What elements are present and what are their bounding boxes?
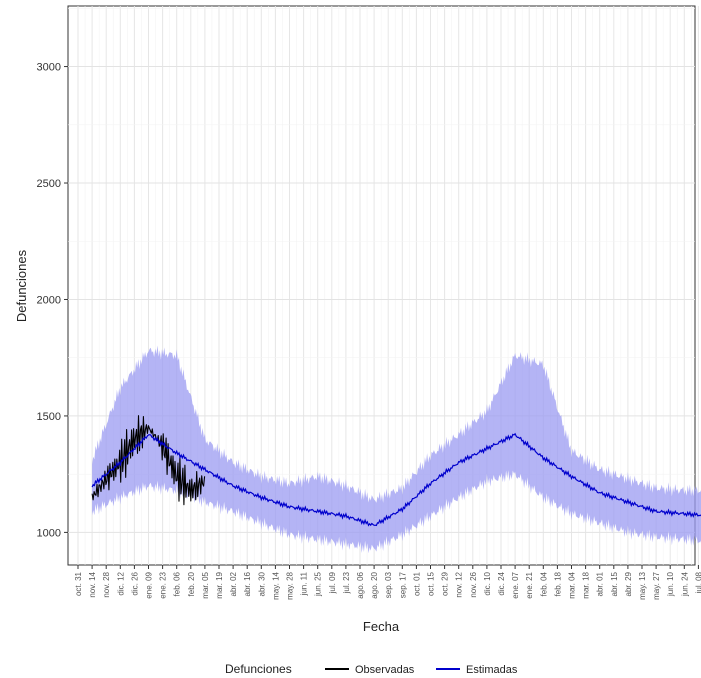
x-tick-label: ene. 07 xyxy=(511,571,520,598)
x-tick-label: mar. 05 xyxy=(201,571,210,598)
x-tick-label: mar. 19 xyxy=(215,571,224,598)
observadas-series xyxy=(91,415,206,506)
y-tick-label: 1000 xyxy=(37,527,61,539)
x-tick-label: abr. 15 xyxy=(610,571,619,596)
x-tick-label: feb. 18 xyxy=(553,571,562,596)
x-tick-label: abr. 01 xyxy=(596,571,605,596)
legend-label-estimadas: Estimadas xyxy=(466,664,518,676)
x-tick-label: may. 14 xyxy=(271,571,280,599)
x-tick-label: oct. 29 xyxy=(441,571,450,596)
x-tick-label: abr. 02 xyxy=(229,571,238,596)
x-tick-label: jun. 10 xyxy=(666,571,675,597)
x-axis-ticks: oct. 31 nov. 14 nov. 28 dic. 12 dic. 26 ene. … xyxy=(74,565,701,600)
x-tick-label: ago. 06 xyxy=(356,571,365,598)
x-tick-label: nov. 14 xyxy=(88,571,97,597)
x-tick-label: abr. 16 xyxy=(243,571,252,596)
x-tick-label: abr. 30 xyxy=(257,571,266,596)
x-tick-label: dic. 24 xyxy=(497,571,506,595)
x-tick-label: may. 27 xyxy=(652,571,661,599)
x-tick-label: jul. 09 xyxy=(328,571,337,594)
x-tick-label: may. 28 xyxy=(286,571,295,599)
x-tick-label: jun. 25 xyxy=(314,571,323,597)
observadas-line xyxy=(91,415,206,506)
legend-title: Defunciones xyxy=(225,662,292,676)
x-tick-label: ene. 23 xyxy=(159,571,168,598)
x-tick-label: mar. 18 xyxy=(582,571,591,598)
estimadas-series xyxy=(91,432,701,527)
x-tick-label: dic. 26 xyxy=(130,571,139,595)
legend-label-observadas: Observadas xyxy=(355,664,415,676)
x-tick-label: sep. 03 xyxy=(384,571,393,598)
estimadas-line xyxy=(91,432,701,527)
estimadas-band xyxy=(92,345,701,554)
x-tick-label: dic. 12 xyxy=(116,571,125,595)
x-tick-label: feb. 06 xyxy=(173,571,182,596)
x-tick-label: ene. 21 xyxy=(525,571,534,598)
y-tick-label: 3000 xyxy=(37,62,61,74)
x-tick-label: ene. 09 xyxy=(145,571,154,598)
y-axis-ticks: 1000 1500 2000 2500 3000 xyxy=(37,62,68,539)
x-tick-label: may. 13 xyxy=(638,571,647,599)
x-tick-label: sep. 17 xyxy=(398,571,407,598)
x-tick-label: dic. 10 xyxy=(483,571,492,595)
x-tick-label: oct. 31 xyxy=(74,571,83,596)
x-tick-label: oct. 01 xyxy=(412,571,421,596)
y-tick-label: 1500 xyxy=(37,411,61,423)
x-tick-label: jul. 23 xyxy=(342,571,351,594)
x-tick-label: nov. 12 xyxy=(455,571,464,597)
confidence-band xyxy=(92,345,701,554)
x-tick-label: ago. 20 xyxy=(370,571,379,598)
x-tick-label: mar. 04 xyxy=(568,571,577,598)
x-tick-label: jun. 11 xyxy=(300,571,309,596)
y-tick-label: 2500 xyxy=(37,178,61,190)
x-tick-label: feb. 04 xyxy=(539,571,548,596)
legend: Defunciones Observadas Estimadas xyxy=(225,662,518,676)
x-tick-label: nov. 28 xyxy=(102,571,111,597)
x-tick-label: jul. 08 xyxy=(694,571,701,594)
y-axis-title: Defunciones xyxy=(14,249,29,322)
y-tick-label: 2000 xyxy=(37,294,61,306)
x-tick-label: abr. 29 xyxy=(624,571,633,596)
x-tick-label: nov. 26 xyxy=(469,571,478,597)
x-tick-label: oct. 15 xyxy=(427,571,436,596)
x-tick-label: jun. 24 xyxy=(680,571,689,597)
x-tick-label: feb. 20 xyxy=(187,571,196,596)
x-axis-title: Fecha xyxy=(363,619,400,634)
